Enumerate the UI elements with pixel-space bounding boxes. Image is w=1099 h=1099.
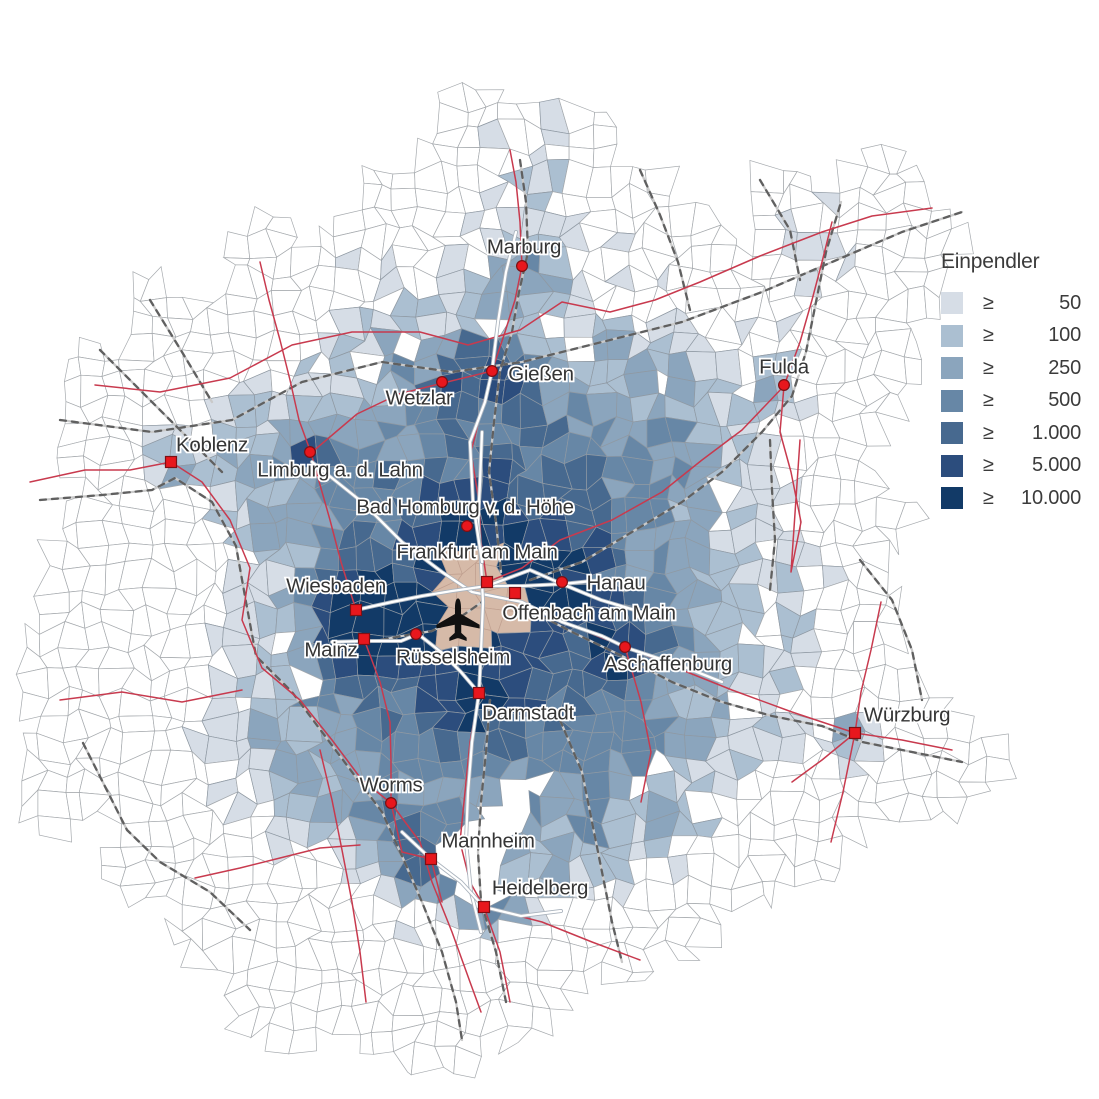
city-label: Hanau — [587, 571, 646, 594]
legend-row: ≥ 10.000 — [941, 482, 1081, 515]
legend-title: Einpendler — [941, 250, 1040, 273]
legend-value: 250 — [1048, 356, 1081, 379]
city-label: Mannheim — [441, 829, 534, 852]
airplane-icon — [436, 598, 480, 641]
legend-value: 100 — [1048, 324, 1081, 347]
legend-value: 50 — [1059, 291, 1081, 314]
gte-symbol: ≥ — [983, 454, 994, 477]
legend-row: ≥ 1.000 — [941, 417, 1081, 450]
legend-swatch — [941, 454, 963, 477]
gte-symbol: ≥ — [983, 486, 994, 509]
city-label: Wetzlar — [385, 386, 452, 409]
gte-symbol: ≥ — [983, 291, 994, 314]
city-marker-circle — [777, 379, 790, 392]
gte-symbol: ≥ — [983, 324, 994, 347]
city-label: Bad Homburg v. d. Höhe — [356, 495, 574, 518]
legend-value: 5.000 — [1031, 454, 1081, 477]
city-label: Marburg — [487, 235, 561, 258]
city-label: Koblenz — [176, 433, 248, 456]
city-marker-square — [480, 575, 494, 589]
legend-swatch — [941, 487, 963, 510]
legend-row: ≥ 5.000 — [941, 450, 1081, 483]
legend-value: 1.000 — [1031, 421, 1081, 444]
city-marker-square — [357, 632, 371, 646]
city-label: Aschaffenburg — [604, 652, 732, 675]
gte-symbol: ≥ — [983, 389, 994, 412]
legend-row: ≥ 50 — [941, 287, 1081, 320]
legend-swatch — [941, 422, 963, 445]
gte-symbol: ≥ — [983, 421, 994, 444]
city-label: Fulda — [759, 355, 810, 378]
city-marker-circle — [436, 376, 449, 389]
legend-swatch — [941, 324, 963, 347]
city-marker-square — [164, 455, 178, 469]
city-marker-circle — [618, 640, 631, 653]
city-label: Frankfurt am Main — [396, 540, 557, 563]
city-label: Wiesbaden — [286, 574, 386, 597]
city-marker-square — [349, 603, 363, 617]
city-marker-circle — [385, 796, 398, 809]
city-marker-circle — [304, 446, 317, 459]
city-marker-square — [848, 726, 862, 740]
legend-swatch — [941, 389, 963, 412]
city-marker-circle — [486, 365, 499, 378]
legend-swatch — [941, 357, 963, 380]
legend-row: ≥ 100 — [941, 320, 1081, 353]
city-markers — [164, 260, 862, 914]
city-marker-square — [424, 852, 438, 866]
legend-value: 10.000 — [1021, 486, 1081, 509]
city-marker-circle — [461, 519, 474, 532]
railway-lines — [38, 158, 964, 1042]
city-label: Gießen — [508, 362, 573, 385]
legend-row: ≥ 500 — [941, 385, 1081, 418]
city-marker-square — [477, 900, 491, 914]
city-label: Limburg a. d. Lahn — [257, 458, 423, 481]
city-marker-circle — [555, 575, 568, 588]
gte-symbol: ≥ — [983, 356, 994, 379]
city-label: Mainz — [304, 638, 357, 661]
legend-value: 500 — [1048, 389, 1081, 412]
city-label: Heidelberg — [492, 876, 588, 899]
city-marker-circle — [410, 627, 423, 640]
city-label: Würzburg — [864, 703, 950, 726]
city-label: Worms — [359, 773, 422, 796]
city-marker-square — [472, 686, 486, 700]
city-labels: Marburg Wetzlar Gießen Fulda Koblenz Limburg … — [174, 234, 952, 902]
motorway-lines — [310, 230, 724, 934]
city-marker-square — [508, 586, 522, 600]
city-marker-circle — [515, 260, 528, 273]
legend-row: ≥ 250 — [941, 352, 1081, 385]
legend: Einpendler ≥ 50 ≥ 100 ≥ 250 ≥ 500 ≥ 1.00… — [941, 250, 1081, 515]
city-label: Rüsselsheim — [396, 645, 510, 668]
legend-swatch — [941, 292, 963, 315]
city-label: Offenbach am Main — [502, 601, 675, 624]
city-label: Darmstadt — [482, 701, 574, 724]
